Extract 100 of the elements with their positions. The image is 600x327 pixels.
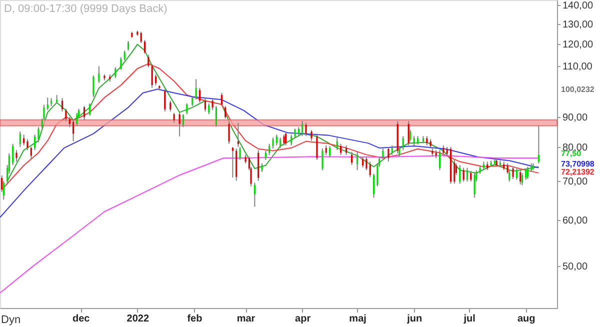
candlestick — [114, 66, 116, 78]
candlestick — [413, 136, 415, 146]
candlestick — [329, 146, 331, 158]
candlestick — [26, 138, 28, 151]
candlestick — [215, 106, 218, 128]
candlestick — [65, 108, 67, 122]
candlestick — [232, 146, 234, 178]
candlestick — [195, 78, 197, 100]
x-tick-label: maj — [349, 314, 367, 324]
candlestick — [316, 134, 318, 160]
y-tick-label: 140,00 — [562, 0, 594, 12]
candlestick — [294, 128, 296, 138]
candlestick — [208, 102, 210, 115]
y-tick-label: 90,00 — [562, 112, 588, 124]
candlestick — [92, 75, 94, 98]
candlestick — [148, 54, 150, 68]
candlestick — [322, 148, 324, 171]
candlestick — [538, 125, 540, 164]
candlestick — [178, 112, 180, 137]
candlestick — [305, 122, 307, 137]
candlestick — [34, 134, 36, 151]
candlestick — [88, 102, 91, 116]
candlestick — [362, 156, 364, 168]
x-tick-label: aug — [517, 314, 536, 324]
text: Dyn — [1, 314, 21, 326]
candlestick — [144, 39, 146, 54]
y-tick-label: 50,00 — [562, 262, 588, 273]
candlestick — [186, 102, 188, 115]
text: 72,21392 — [561, 168, 595, 176]
candlestick — [120, 56, 122, 70]
candlestick — [204, 98, 206, 112]
x-tick-label: dec — [72, 314, 90, 324]
candlestick — [516, 168, 518, 180]
candlestick — [310, 130, 312, 142]
candlestick — [198, 87, 201, 104]
candlestick — [68, 116, 70, 128]
candlestick — [61, 98, 64, 112]
candlestick — [410, 130, 412, 142]
candlestick — [192, 96, 194, 107]
candlestick — [72, 119, 74, 142]
candlestick — [340, 143, 342, 156]
x-tick-label: 2022 — [126, 314, 150, 324]
candlestick — [16, 150, 18, 162]
candlestick — [212, 98, 214, 111]
candlestick — [526, 166, 528, 180]
candlestick — [76, 112, 78, 126]
x-tick-label: mar — [236, 314, 256, 324]
candlestick — [382, 148, 384, 159]
x-tick-label: jun — [406, 314, 422, 324]
candlestick — [164, 88, 166, 112]
candlestick — [466, 167, 468, 182]
candlestick — [521, 172, 523, 186]
candlestick — [285, 131, 287, 146]
candlestick — [474, 172, 476, 198]
y-tick-label: 110,00 — [562, 62, 593, 73]
candlestick — [462, 167, 464, 182]
candlestick — [525, 168, 527, 180]
candlestick — [124, 50, 126, 61]
candlestick — [283, 134, 285, 146]
candlestick — [426, 136, 428, 146]
candlestick — [366, 156, 368, 171]
candlestick — [224, 106, 226, 120]
candlestick — [280, 137, 282, 148]
candlestick — [228, 120, 230, 144]
candlestick — [268, 143, 270, 156]
candlestick — [459, 164, 461, 184]
candlestick — [470, 170, 472, 182]
x-tick-label: jul — [462, 314, 476, 324]
candlestick — [23, 134, 25, 146]
chart-title: D, 09:00-17:30 (9999 Days Back) — [4, 3, 168, 15]
candlestick — [272, 137, 274, 150]
candlestick — [290, 134, 292, 146]
candlestick — [182, 114, 184, 128]
x-tick-label: apr — [295, 314, 311, 324]
y-tick-label: 130,00 — [562, 19, 594, 30]
candlestick — [388, 146, 390, 162]
candlestick — [402, 136, 404, 151]
y-tick-label: 60,00 — [562, 215, 588, 226]
candlestick — [438, 150, 441, 171]
candlestick — [19, 131, 21, 148]
candlestick — [220, 92, 222, 107]
candlestick — [520, 170, 522, 185]
candlestick — [430, 138, 432, 150]
candlestick — [98, 66, 100, 84]
candlestick — [83, 106, 86, 120]
candlestick — [372, 173, 375, 198]
candlestick — [408, 120, 410, 146]
candlestick — [38, 126, 40, 143]
candlestick — [239, 146, 241, 160]
candlestick — [454, 159, 456, 184]
candlestick — [336, 137, 338, 151]
text: 73,70998 — [561, 160, 595, 168]
candlestick — [369, 161, 371, 178]
y-tick-label: 120,00 — [562, 40, 594, 51]
candlestick — [264, 150, 266, 160]
candlestick — [151, 63, 153, 88]
y-tick-label: 70,00 — [562, 176, 588, 188]
candlestick — [254, 182, 256, 208]
candlestick — [302, 120, 304, 137]
candlestick — [170, 100, 172, 112]
